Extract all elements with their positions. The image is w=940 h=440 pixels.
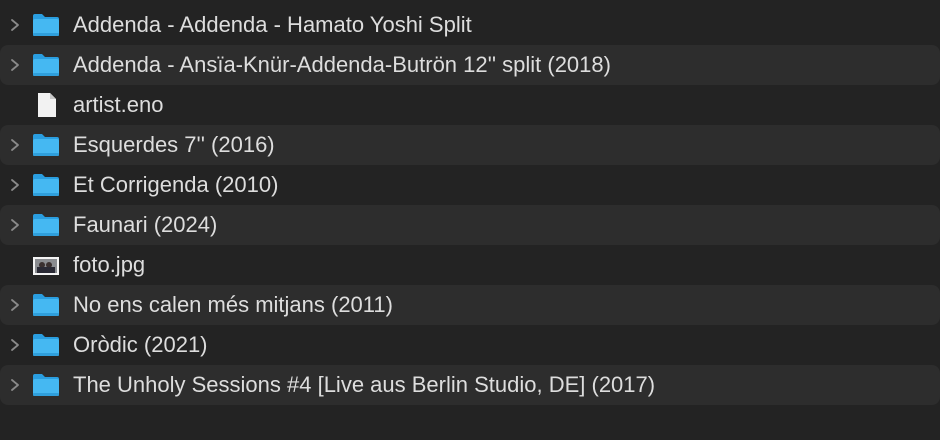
folder-icon bbox=[32, 333, 60, 357]
folder-icon bbox=[32, 373, 60, 397]
list-item[interactable]: The Unholy Sessions #4 [Live aus Berlin … bbox=[0, 365, 940, 405]
item-name: foto.jpg bbox=[73, 252, 146, 277]
item-name: Addenda - Addenda - Hamato Yoshi Split bbox=[73, 12, 472, 37]
list-item[interactable]: Addenda - Addenda - Hamato Yoshi Split bbox=[0, 5, 940, 45]
folder-icon bbox=[32, 213, 60, 237]
item-name: Esquerdes 7'' (2016) bbox=[73, 132, 275, 157]
item-name: Addenda - Ansïa-Knür-Addenda-Butrön 12''… bbox=[73, 52, 611, 77]
item-name: Oròdic (2021) bbox=[73, 332, 208, 357]
list-item[interactable]: Faunari (2024) bbox=[0, 205, 940, 245]
disclosure-chevron-icon[interactable] bbox=[8, 178, 22, 192]
disclosure-chevron-icon[interactable] bbox=[8, 378, 22, 392]
list-item[interactable]: Addenda - Ansïa-Knür-Addenda-Butrön 12''… bbox=[0, 45, 940, 85]
disclosure-chevron-icon[interactable] bbox=[8, 218, 22, 232]
list-item[interactable]: artist.eno bbox=[0, 85, 940, 125]
folder-icon bbox=[32, 13, 60, 37]
disclosure-chevron-icon[interactable] bbox=[8, 18, 22, 32]
item-name: Et Corrigenda (2010) bbox=[73, 172, 279, 197]
list-item[interactable]: Et Corrigenda (2010) bbox=[0, 165, 940, 205]
item-name: The Unholy Sessions #4 [Live aus Berlin … bbox=[73, 372, 656, 397]
folder-icon bbox=[32, 53, 60, 77]
disclosure-chevron-icon[interactable] bbox=[8, 298, 22, 312]
list-item[interactable]: No ens calen més mitjans (2011) bbox=[0, 285, 940, 325]
disclosure-chevron-icon[interactable] bbox=[8, 338, 22, 352]
folder-icon bbox=[32, 133, 60, 157]
image-thumbnail-icon bbox=[32, 253, 60, 277]
list-item[interactable]: foto.jpg bbox=[0, 245, 940, 285]
item-name: No ens calen més mitjans (2011) bbox=[73, 292, 393, 317]
list-item[interactable]: Esquerdes 7'' (2016) bbox=[0, 125, 940, 165]
list-item[interactable]: Oròdic (2021) bbox=[0, 325, 940, 365]
item-name: Faunari (2024) bbox=[73, 212, 218, 237]
folder-icon bbox=[32, 293, 60, 317]
disclosure-chevron-icon[interactable] bbox=[8, 138, 22, 152]
folder-icon bbox=[32, 173, 60, 197]
file-list: Addenda - Addenda - Hamato Yoshi Split Ad… bbox=[0, 5, 940, 405]
item-name: artist.eno bbox=[73, 92, 164, 117]
document-icon bbox=[32, 93, 60, 117]
disclosure-chevron-icon[interactable] bbox=[8, 58, 22, 72]
